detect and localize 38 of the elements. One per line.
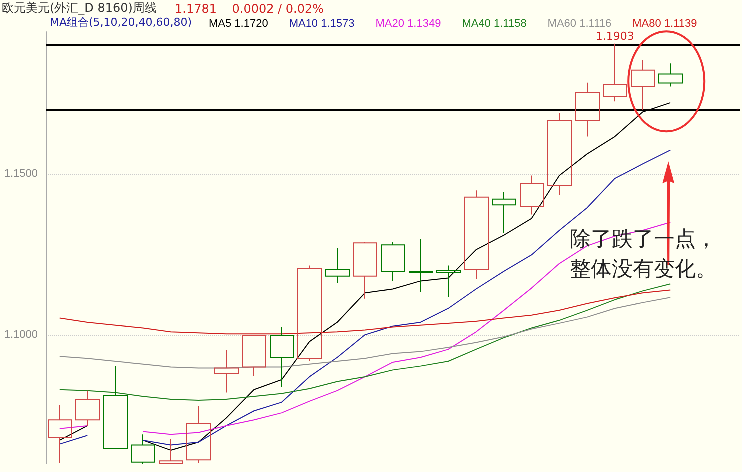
candlestick bbox=[186, 406, 211, 464]
candlestick bbox=[381, 242, 405, 282]
text: MA40 1.1158 bbox=[462, 18, 527, 30]
y-tick-label: 1.1000 bbox=[4, 329, 38, 342]
candlestick bbox=[603, 43, 627, 102]
chart-subtitle: 1.1781 0.0002 / 0.02% bbox=[175, 2, 324, 16]
text: MA80 1.1139 bbox=[632, 18, 698, 30]
line-series bbox=[59, 290, 672, 335]
text: MA5 1.1720 bbox=[209, 18, 268, 30]
candlestick bbox=[547, 112, 572, 196]
candlestick bbox=[297, 265, 322, 362]
candlestick bbox=[103, 366, 128, 450]
candlestick bbox=[214, 350, 239, 394]
y-tick-label: 1.1500 bbox=[4, 168, 38, 180]
candlestick bbox=[270, 326, 294, 388]
candlestick bbox=[409, 238, 433, 293]
candlestick bbox=[631, 60, 655, 111]
line-series bbox=[59, 297, 672, 369]
text: MA20 1.1349 bbox=[376, 18, 442, 30]
chart-title: 欧元美元(外汇_D 8160)周线 bbox=[2, 1, 157, 15]
candlestick bbox=[242, 334, 266, 376]
candlestick bbox=[464, 190, 489, 280]
line-series bbox=[59, 284, 672, 401]
text: MA10 1.1573 bbox=[289, 18, 355, 30]
candlestick bbox=[575, 82, 600, 138]
candlestick bbox=[75, 390, 100, 426]
candlestick bbox=[492, 192, 516, 234]
candlestick bbox=[436, 265, 461, 298]
candlestick bbox=[520, 175, 544, 216]
candlestick bbox=[131, 434, 155, 464]
candlestick bbox=[353, 242, 377, 300]
annotation: 1.1903 bbox=[596, 30, 634, 43]
candlestick bbox=[48, 404, 72, 464]
candlestick bbox=[159, 439, 183, 464]
legend-title: MA组合(5,10,20,40,60,80) bbox=[50, 16, 192, 29]
candlestick bbox=[658, 63, 683, 88]
candlestick bbox=[325, 248, 350, 284]
text: MA60 1.1116 bbox=[548, 18, 612, 30]
